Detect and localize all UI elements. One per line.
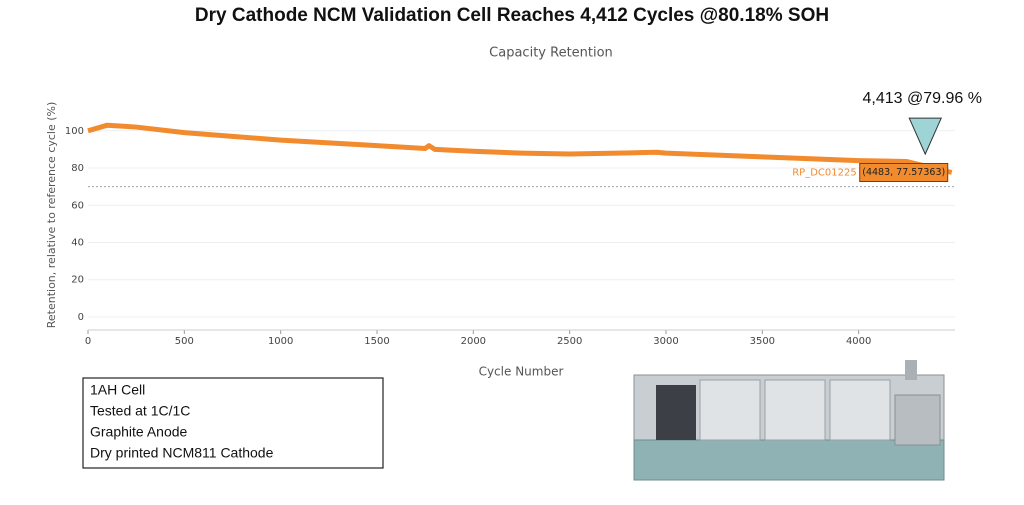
info-line: Tested at 1C/1C xyxy=(90,403,190,419)
y-tick-label: 80 xyxy=(71,163,84,174)
y-axis-label: Retention, relative to reference cycle (… xyxy=(45,102,58,329)
title: Dry Cathode NCM Validation Cell Reaches … xyxy=(195,5,829,26)
y-tick-label: 0 xyxy=(78,312,84,323)
y-tick-label: 40 xyxy=(71,237,84,248)
series-name-label: RP_DC01225 xyxy=(792,167,856,178)
tooltip-box xyxy=(859,162,949,182)
marker-label: 4,413 @79.96 % xyxy=(863,90,982,107)
x-tick-label: 2000 xyxy=(461,336,486,347)
info-line: Graphite Anode xyxy=(90,424,188,440)
x-tick-label: 1000 xyxy=(268,336,293,347)
info-box xyxy=(82,377,384,469)
marker-triangle xyxy=(908,117,943,156)
y-tick-label: 100 xyxy=(65,126,84,137)
subtitle: Capacity Retention xyxy=(489,46,613,61)
x-tick-label: 500 xyxy=(175,336,194,347)
x-tick-label: 2500 xyxy=(557,336,582,347)
y-tick-label: 20 xyxy=(71,275,84,286)
machine-illustration xyxy=(633,360,945,481)
x-tick-label: 0 xyxy=(85,336,91,347)
x-tick-label: 3000 xyxy=(653,336,678,347)
info-line: 1AH Cell xyxy=(90,382,145,398)
x-tick-label: 1500 xyxy=(364,336,389,347)
series-line xyxy=(87,122,953,175)
tooltip-text: (4483, 77.57363) xyxy=(862,167,945,178)
x-axis-label: Cycle Number xyxy=(479,365,564,379)
info-lines: 1AH Cell Tested at 1C/1C Graphite Anode Dry… xyxy=(90,382,274,461)
x-tick-label: 3500 xyxy=(750,336,775,347)
info-line: Dry printed NCM811 Cathode xyxy=(90,445,274,461)
x-tick-label: 4000 xyxy=(846,336,871,347)
y-tick-label: 60 xyxy=(71,200,84,211)
